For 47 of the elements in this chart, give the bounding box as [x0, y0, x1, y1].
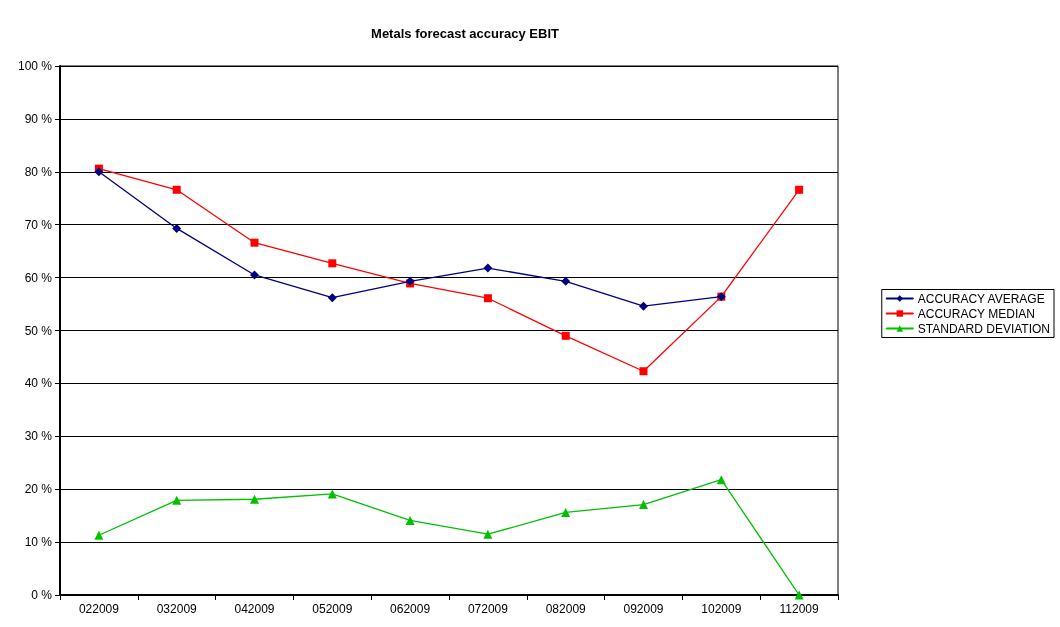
point	[172, 495, 182, 505]
y-tick-label: 100 %	[17, 59, 53, 73]
y-tick-label: 30 %	[24, 429, 53, 444]
y-tick-label: 50 %	[24, 323, 53, 338]
point	[795, 185, 804, 194]
legend-label: STANDARD DEVIATION	[917, 321, 1050, 336]
y-tick-label: 0 %	[31, 588, 53, 602]
point	[250, 270, 259, 280]
point	[94, 530, 104, 540]
y-tick-label: 80 %	[24, 164, 53, 179]
y-tick-label: 40 %	[24, 376, 53, 391]
x-tick-label: 062009	[390, 602, 431, 616]
legend-label: ACCURACY AVERAGE	[917, 291, 1045, 306]
point	[561, 331, 570, 340]
point	[639, 500, 648, 510]
point	[250, 238, 259, 247]
point	[328, 259, 337, 268]
point	[483, 263, 493, 273]
y-tick-label: 60 %	[24, 270, 53, 285]
x-tick-label: 092009	[623, 602, 664, 616]
y-tick-label: 90 %	[24, 111, 53, 126]
point	[639, 301, 648, 311]
point	[172, 223, 182, 233]
point	[483, 294, 492, 303]
point	[172, 185, 181, 194]
x-tick-label: 022009	[78, 602, 120, 616]
y-tick-label: 70 %	[24, 217, 53, 232]
point	[639, 367, 648, 376]
x-tick-label: 042009	[234, 602, 275, 616]
chart-title: Metals forecast accuracy EBIT	[371, 26, 559, 41]
point	[561, 507, 571, 517]
x-tick-label: 052009	[312, 602, 353, 616]
point	[483, 529, 493, 539]
legend-label: ACCURACY MEDIAN	[917, 306, 1035, 321]
point	[327, 293, 337, 303]
x-tick-label: 082009	[545, 602, 587, 616]
y-tick-label: 10 %	[24, 535, 53, 550]
x-tick-label: 072009	[467, 602, 509, 616]
point	[250, 494, 259, 504]
point	[794, 590, 804, 600]
point	[561, 276, 571, 286]
x-tick-label: 102009	[701, 602, 742, 616]
point	[94, 167, 104, 177]
point	[405, 515, 415, 525]
y-tick-label: 20 %	[24, 482, 53, 497]
x-tick-label: 032009	[156, 602, 198, 616]
x-tick-label: 112009	[779, 602, 819, 616]
